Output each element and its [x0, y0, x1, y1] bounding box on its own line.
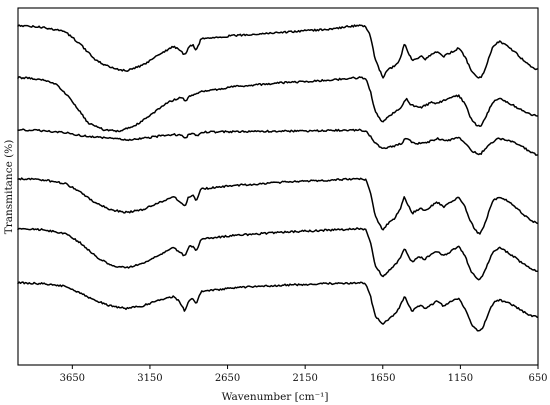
- spectrum-line-1: [17, 24, 538, 79]
- spectrum-line-2: [17, 76, 538, 133]
- spectra-group: [17, 24, 538, 332]
- plot-frame: [17, 7, 539, 366]
- spectrum-line-3: [17, 128, 538, 156]
- x-axis-ticks: [71, 365, 539, 369]
- y-axis-label: Transmitance (%): [3, 140, 15, 235]
- x-tick-label-1150: 1150: [448, 373, 473, 384]
- spectrum-line-4: [17, 177, 538, 235]
- spectrum-line-5: [17, 227, 538, 281]
- x-tick-label-2150: 2150: [292, 373, 317, 384]
- x-tick-label-2650: 2650: [215, 373, 240, 384]
- x-tick-label-1650: 1650: [370, 373, 395, 384]
- x-axis-label: Wavenumber [cm⁻¹]: [222, 391, 329, 403]
- x-tick-label-3150: 3150: [137, 373, 162, 384]
- spectrum-line-6: [17, 281, 538, 332]
- x-tick-label-3650: 3650: [60, 373, 85, 384]
- x-axis-tick-labels: 3650 3150 2650 2150 1650 1150 650: [60, 373, 548, 384]
- x-tick-label-650: 650: [528, 373, 547, 384]
